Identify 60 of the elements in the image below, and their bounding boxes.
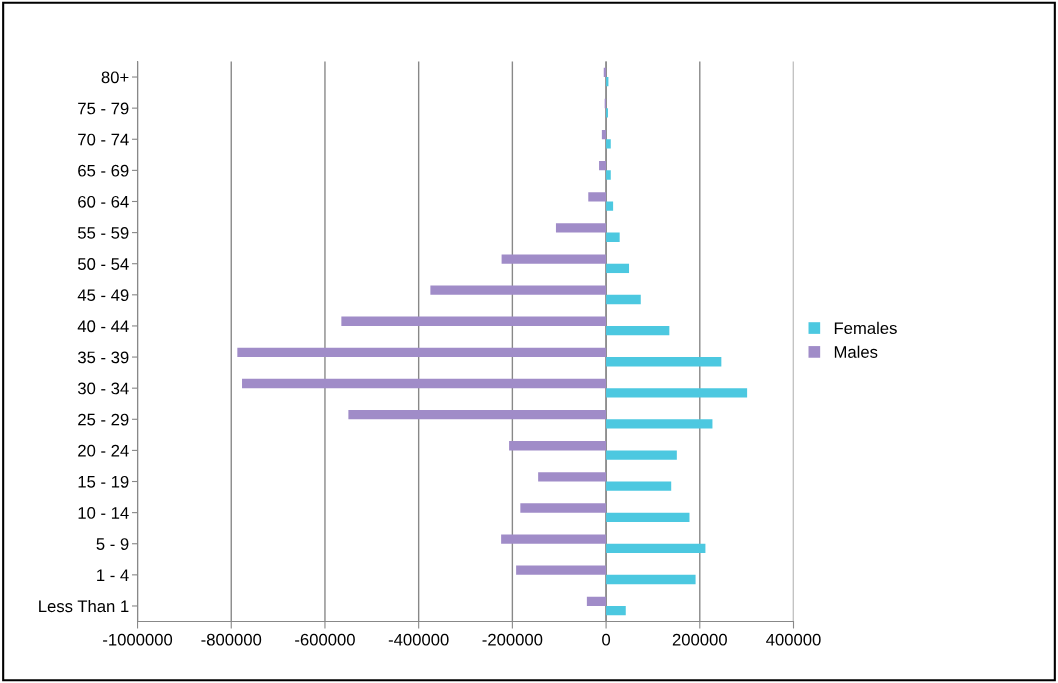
x-tick-label: 200000	[672, 633, 727, 646]
y-tick-label: 70 - 74	[78, 133, 129, 146]
y-tick-label: 40 - 44	[77, 320, 129, 333]
x-tick-label: 0	[602, 633, 611, 646]
bar	[588, 192, 607, 202]
y-tick-label: 30 - 34	[77, 382, 129, 395]
y-tick-label: 25 - 29	[78, 413, 129, 426]
bar	[509, 441, 607, 451]
bar	[430, 285, 607, 295]
bar	[520, 503, 607, 513]
y-tick-label: 50 - 54	[77, 258, 129, 270]
y-tick-label: 80+	[101, 71, 129, 84]
bar	[501, 534, 607, 544]
bar	[599, 161, 607, 171]
x-tick-label: -200000	[482, 633, 543, 646]
bar	[348, 409, 607, 420]
bar	[606, 139, 611, 149]
x-tick-label: -400000	[388, 633, 449, 646]
bar	[606, 605, 626, 616]
bar	[606, 543, 706, 554]
bar	[606, 450, 677, 460]
bar	[606, 388, 748, 398]
x-tick-label: -1000000	[103, 633, 173, 646]
bar	[606, 294, 641, 305]
bar	[606, 481, 672, 491]
bar	[237, 347, 607, 358]
y-tick-label: 20 - 24	[78, 444, 129, 457]
y-tick-label: 5 - 9	[96, 538, 129, 550]
bar	[606, 419, 713, 429]
bar	[606, 512, 690, 522]
bar	[606, 325, 670, 336]
y-tick-label: 1 - 4	[97, 569, 129, 581]
bar	[555, 223, 607, 233]
bar	[606, 574, 696, 585]
bar	[242, 378, 607, 389]
bar	[606, 263, 630, 274]
legend-label: Males	[834, 345, 878, 358]
x-tick-label: -800000	[201, 633, 262, 646]
legend-label: Females	[834, 321, 897, 335]
bar	[538, 472, 607, 482]
y-tick-label: 75 - 79	[78, 102, 129, 115]
y-tick-label: 45 - 49	[77, 289, 129, 302]
y-tick-label: 35 - 39	[77, 351, 129, 364]
y-tick-label: 65 - 69	[78, 164, 129, 177]
bar	[586, 596, 607, 606]
bar	[606, 201, 614, 211]
bar	[606, 232, 620, 242]
y-tick-label: 15 - 19	[78, 475, 129, 488]
x-tick-label: -600000	[295, 633, 355, 646]
y-tick-label: 55 - 59	[77, 227, 129, 239]
bar	[341, 316, 607, 326]
bar	[601, 129, 607, 140]
x-tick-label: 400000	[766, 633, 821, 646]
bar	[501, 254, 607, 264]
y-tick-label: 10 - 14	[78, 507, 129, 519]
bar	[516, 565, 607, 575]
y-tick-label: 60 - 64	[78, 195, 129, 208]
bar	[606, 170, 611, 180]
y-tick-label: Less Than 1	[39, 599, 129, 613]
bar	[606, 357, 722, 367]
